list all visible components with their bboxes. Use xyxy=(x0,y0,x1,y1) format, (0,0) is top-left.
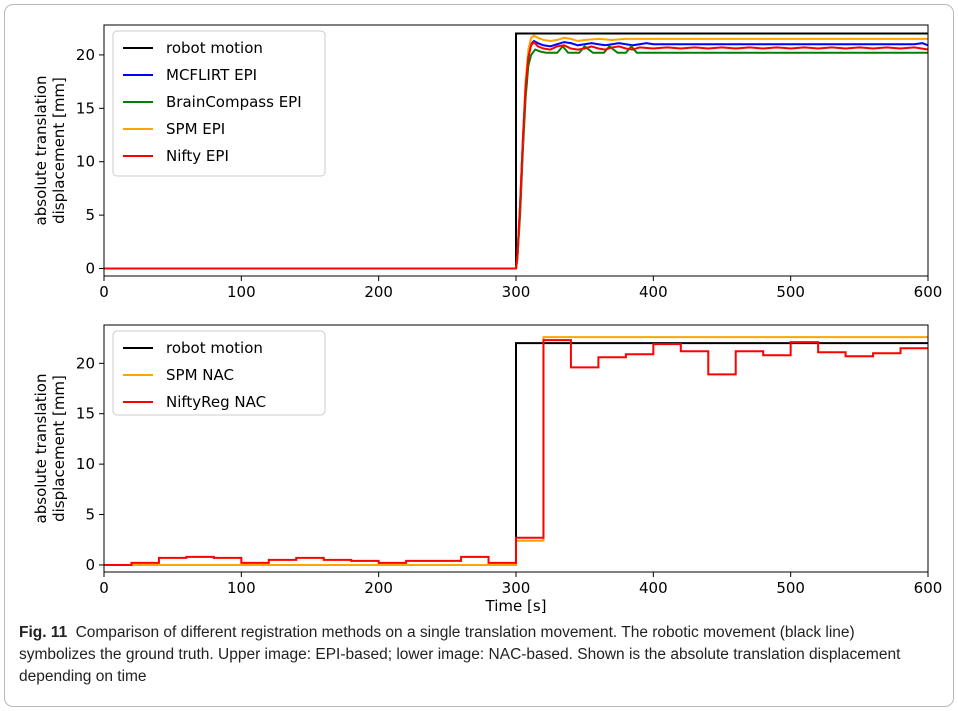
y-tick-label: 0 xyxy=(85,260,95,278)
x-tick-label: 200 xyxy=(364,579,393,597)
caption-text: Comparison of different registration met… xyxy=(19,624,901,685)
x-tick-label: 600 xyxy=(914,579,943,597)
legend: robot motion SPM NAC NiftyReg NAC xyxy=(112,330,326,416)
chart-2: 0 100 200 300 400 500 600 0 5 10 15 20 absolute tran… xyxy=(32,324,943,615)
y-tick-label: 20 xyxy=(76,354,95,372)
legend-label: robot motion xyxy=(166,339,263,357)
x-tick-label: 300 xyxy=(502,579,531,597)
chart-1: 0 100 200 300 400 500 600 0 5 10 15 20 absolute tran… xyxy=(32,24,943,301)
legend-label: robot motion xyxy=(166,39,263,57)
series-group xyxy=(104,32,928,270)
x-tick-label: 200 xyxy=(364,283,393,301)
series-line-nifty-epi xyxy=(104,40,928,270)
caption-label: Fig. 11 xyxy=(19,624,68,641)
series-line-niftyreg-nac xyxy=(104,339,928,566)
y-tick-label: 10 xyxy=(76,153,95,171)
x-tick-label: 300 xyxy=(502,283,531,301)
y-tick-label: 0 xyxy=(85,556,95,574)
legend-box xyxy=(112,30,326,177)
figure-caption: Fig. 11 Comparison of different registra… xyxy=(19,622,929,688)
x-tick-label: 400 xyxy=(639,579,668,597)
y-tick-label: 20 xyxy=(76,46,95,64)
x-tick-label: 100 xyxy=(227,579,256,597)
y-axis-label: absolute translationdisplacement [mm] xyxy=(32,374,68,524)
y-tick-label: 5 xyxy=(85,206,95,224)
legend-label: Nifty EPI xyxy=(166,147,229,165)
legend-label: MCFLIRT EPI xyxy=(166,66,257,84)
y-tick-label: 15 xyxy=(76,99,95,117)
x-tick-label: 0 xyxy=(99,283,109,301)
legend: robot motion MCFLIRT EPI BrainCompass EPI S… xyxy=(112,30,326,177)
legend-label: SPM NAC xyxy=(166,366,234,384)
x-tick-label: 500 xyxy=(776,579,805,597)
y-tick-label: 10 xyxy=(76,455,95,473)
legend-label: NiftyReg NAC xyxy=(166,393,266,411)
legend-label: BrainCompass EPI xyxy=(166,93,302,111)
x-tick-label: 400 xyxy=(639,283,668,301)
x-tick-label: 600 xyxy=(914,283,943,301)
y-tick-label: 15 xyxy=(76,405,95,423)
legend-label: SPM EPI xyxy=(166,120,225,138)
x-tick-label: 0 xyxy=(99,579,109,597)
x-tick-label: 100 xyxy=(227,283,256,301)
series-line-spm-nac xyxy=(104,336,928,566)
y-axis-label: absolute translationdisplacement [mm] xyxy=(32,76,68,226)
series-group xyxy=(104,336,928,566)
legend-box xyxy=(112,330,326,416)
y-tick-label: 5 xyxy=(85,506,95,524)
x-axis-label: Time [s] xyxy=(485,597,547,615)
x-tick-label: 500 xyxy=(776,283,805,301)
